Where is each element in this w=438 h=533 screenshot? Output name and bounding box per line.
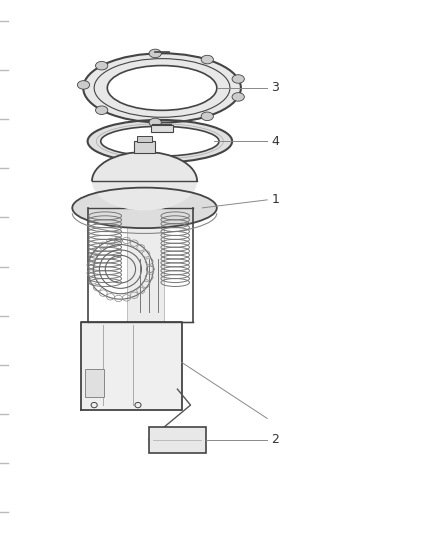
Ellipse shape [95,61,108,70]
Ellipse shape [83,53,241,123]
Bar [85,369,104,397]
Ellipse shape [72,188,217,228]
Ellipse shape [149,118,161,127]
Ellipse shape [78,80,90,89]
Ellipse shape [232,93,244,101]
Ellipse shape [95,106,108,115]
Bar [134,141,155,153]
Text: 2: 2 [272,433,279,446]
FancyBboxPatch shape [149,427,206,453]
Ellipse shape [92,152,197,211]
Ellipse shape [101,126,219,156]
Ellipse shape [201,55,213,64]
Ellipse shape [149,49,161,58]
Text: 4: 4 [272,135,279,148]
Bar [137,136,152,142]
Bar [151,125,173,132]
Ellipse shape [107,66,217,110]
Ellipse shape [88,120,232,163]
Bar [127,208,164,322]
Ellipse shape [201,112,213,120]
Text: 1: 1 [272,193,279,206]
Text: 3: 3 [272,82,279,94]
Ellipse shape [232,75,244,83]
Bar [81,322,182,410]
